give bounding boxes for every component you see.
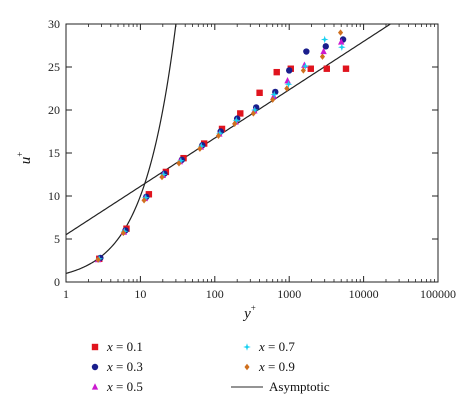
legend-label-var: x — [106, 359, 113, 374]
legend-item: Asymptotic — [231, 379, 330, 394]
data-point-diamond — [120, 229, 126, 237]
y-tick-label: 10 — [48, 189, 60, 203]
legend-label-var: x — [258, 339, 265, 354]
legend-label-value: = 0.1 — [113, 339, 143, 354]
legend-label: x = 0.7 — [258, 339, 295, 354]
data-point-diamond — [176, 160, 182, 167]
data-point-diamond — [250, 110, 256, 117]
data-point-diamond — [141, 197, 147, 204]
data-point-diamond — [197, 145, 203, 152]
data-point-star — [284, 80, 293, 88]
asymptotic-curve-viscous-sublayer — [66, 24, 177, 274]
y-tick-label: 20 — [48, 103, 60, 117]
legend-label-value: = 0.9 — [265, 359, 295, 374]
data-point-star — [338, 43, 346, 52]
legend-marker-diamond — [244, 363, 250, 371]
legend-item: x = 0.9 — [244, 359, 295, 374]
data-point-diamond — [300, 67, 306, 74]
data-point-square — [323, 65, 330, 72]
legend-item: x = 0.5 — [91, 379, 143, 394]
data-point-square — [342, 65, 350, 72]
data-point-star — [197, 142, 206, 150]
data-point-triangle — [338, 38, 345, 45]
data-points — [94, 29, 350, 263]
data-point-diamond — [284, 85, 290, 92]
y-axis-title-sup: + — [15, 152, 25, 157]
x-tick-label: 10000 — [349, 287, 379, 301]
legend-label-value: = 0.5 — [113, 379, 143, 394]
data-point-circle — [286, 67, 293, 74]
legend-marker-triangle — [91, 383, 99, 390]
y-axis-title: u+ — [15, 152, 34, 165]
x-tick-label: 10 — [134, 287, 146, 301]
legend-label: x = 0.1 — [106, 339, 143, 354]
asymptotic-curve-log-law — [66, 24, 392, 236]
data-point-diamond — [337, 29, 344, 36]
x-tick-label: 1000 — [277, 287, 301, 301]
data-point-star — [177, 156, 185, 165]
legend-label: x = 0.9 — [258, 359, 295, 374]
plot-area: 1 10 100 1000 10000 100000 0 5 10 15 20 25 30 — [48, 17, 456, 301]
data-point-star — [270, 90, 279, 99]
legend-label: Asymptotic — [269, 379, 330, 394]
data-point-diamond — [319, 53, 326, 60]
x-axis-title: y+ — [242, 303, 256, 322]
data-point-triangle — [284, 76, 291, 84]
x-tick-label: 100000 — [420, 287, 456, 301]
data-point-star — [251, 106, 259, 114]
y-axis-ticks: 0 5 10 15 20 25 30 — [48, 17, 438, 289]
data-point-diamond — [270, 96, 276, 103]
x-tick-label: 100 — [206, 287, 224, 301]
data-point-star — [232, 116, 241, 125]
y-tick-label: 30 — [48, 17, 60, 31]
data-point-circle — [303, 48, 310, 55]
y-axis-title-base: u — [18, 157, 34, 165]
data-point-circle — [322, 43, 329, 50]
y-tick-label: 15 — [48, 146, 60, 160]
data-point-diamond — [215, 132, 222, 139]
data-point-diamond — [159, 173, 165, 181]
data-point-star — [320, 35, 329, 44]
data-point-star — [159, 170, 168, 179]
plot-frame — [65, 23, 439, 283]
data-point-square — [145, 191, 153, 198]
data-point-star — [301, 62, 310, 70]
legend-marker-circle — [91, 363, 99, 371]
legend: x = 0.1x = 0.3x = 0.5x = 0.7x = 0.9Asymp… — [91, 339, 330, 394]
x-tick-label: 1 — [63, 287, 69, 301]
data-point-square — [307, 65, 314, 72]
legend-label-value: = 0.3 — [113, 359, 143, 374]
data-point-square — [256, 89, 263, 96]
data-point-triangle — [320, 47, 327, 55]
y-tick-label: 25 — [48, 60, 60, 74]
data-point-square — [237, 110, 244, 117]
legend-item: x = 0.3 — [91, 359, 143, 374]
legend-marker-star — [243, 343, 251, 351]
legend-label: x = 0.5 — [106, 379, 143, 394]
data-point-diamond — [95, 256, 101, 263]
data-point-star — [216, 129, 224, 138]
data-point-square — [273, 68, 280, 76]
legend-item: x = 0.7 — [243, 339, 295, 354]
legend-label-value: = 0.7 — [265, 339, 296, 354]
legend-label-var: x — [106, 339, 113, 354]
data-point-star — [141, 193, 150, 202]
legend-item: x = 0.1 — [91, 339, 143, 354]
legend-label-var: x — [106, 379, 113, 394]
x-axis-title-base: y — [242, 306, 251, 322]
y-tick-label: 0 — [54, 275, 60, 289]
legend-label: x = 0.3 — [106, 359, 143, 374]
x-axis-ticks: 1 10 100 1000 10000 100000 — [63, 24, 456, 301]
legend-marker-square — [91, 343, 99, 351]
x-axis-title-sup: + — [251, 303, 256, 313]
data-point-diamond — [232, 120, 238, 127]
legend-label-var: x — [258, 359, 265, 374]
y-tick-label: 5 — [54, 232, 60, 246]
